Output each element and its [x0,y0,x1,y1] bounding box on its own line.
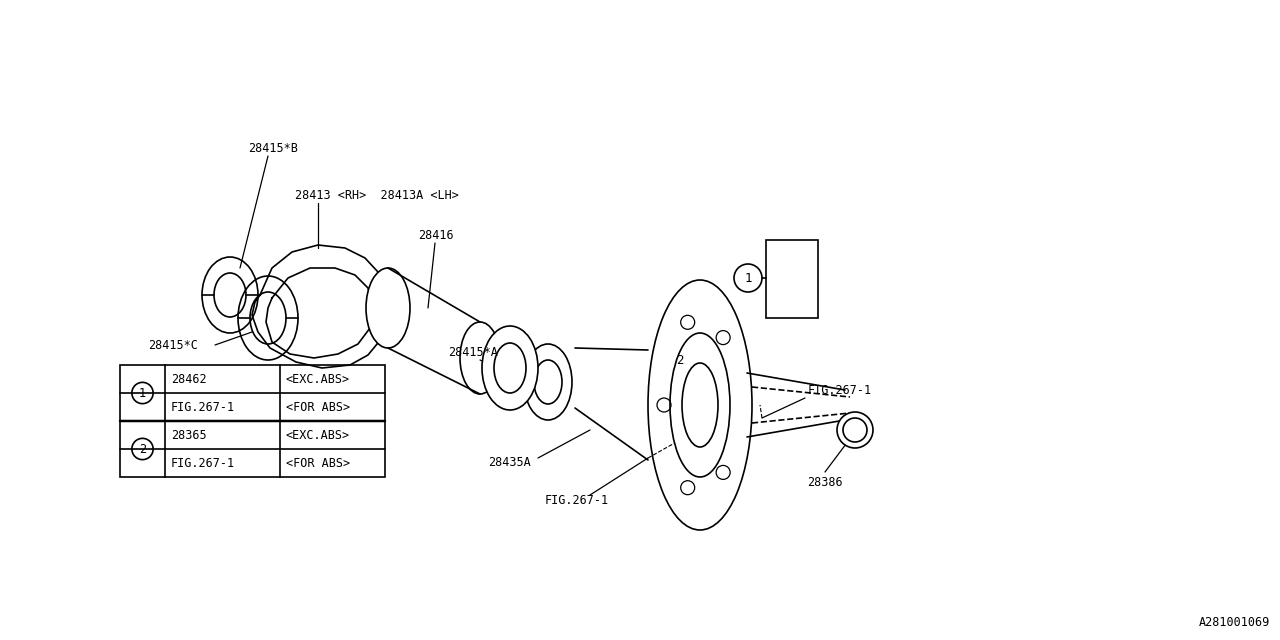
Bar [120,365,385,477]
Text: 28416: 28416 [419,228,453,241]
Text: 28415*A: 28415*A [448,346,498,358]
Text: <EXC.ABS>: <EXC.ABS> [285,429,351,442]
Text: FIG.267-1: FIG.267-1 [172,456,236,470]
Ellipse shape [837,412,873,448]
Text: 28435A: 28435A [488,456,531,468]
Text: 2: 2 [140,442,146,456]
Text: FIG.267-1: FIG.267-1 [545,493,609,506]
Text: 1: 1 [744,271,751,285]
Text: 1: 1 [140,387,146,399]
Ellipse shape [669,333,730,477]
Bar [765,240,818,318]
Text: A281001069: A281001069 [1199,616,1270,628]
Text: <FOR ABS>: <FOR ABS> [285,401,351,413]
Text: <FOR ABS>: <FOR ABS> [285,456,351,470]
Text: 28386: 28386 [808,476,842,488]
Ellipse shape [648,280,753,530]
Ellipse shape [460,322,500,394]
Text: 28365: 28365 [172,429,206,442]
Text: 2: 2 [676,353,684,367]
Text: 28462: 28462 [172,372,206,385]
Text: FIG.267-1: FIG.267-1 [808,383,872,397]
Text: <EXC.ABS>: <EXC.ABS> [285,372,351,385]
Ellipse shape [366,268,410,348]
Text: 28413 <RH>  28413A <LH>: 28413 <RH> 28413A <LH> [294,189,458,202]
Ellipse shape [524,344,572,420]
Text: 28415*B: 28415*B [248,141,298,154]
Ellipse shape [483,326,538,410]
Text: FIG.267-1: FIG.267-1 [172,401,236,413]
Text: 28415*C: 28415*C [148,339,198,351]
